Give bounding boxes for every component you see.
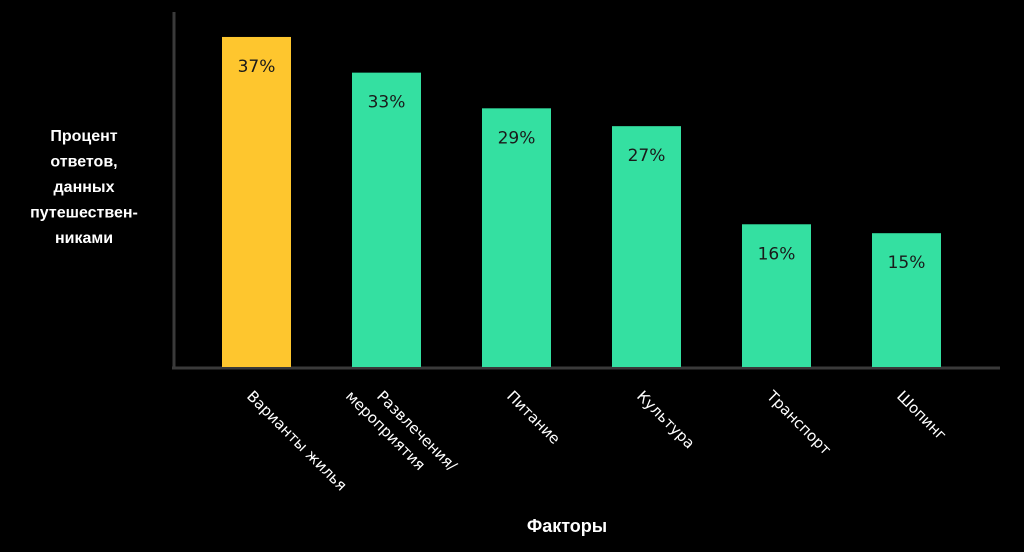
bar [222,36,291,368]
x-tick-label: Варианты жилья [243,387,350,494]
x-tick-label: Культура [633,387,698,452]
value-labels: 37% 33% 29% 27% 16% 15% [238,57,926,273]
bar-value-label: 16% [758,244,796,264]
y-axis-label-line: ответов, [50,154,117,171]
bar-value-label: 37% [238,57,276,77]
bar-value-label: 15% [888,253,926,273]
bars [222,36,941,368]
x-tick-label: Развлечения/мероприятия [342,372,461,491]
bar [352,72,421,367]
bar [482,108,551,367]
x-tick-label-line: Транспорт [762,386,834,458]
x-tick-label-line: Варианты жилья [243,387,350,494]
x-tick-label-line: Шопинг [893,387,950,444]
bar-value-label: 29% [498,128,536,148]
x-tick-label: Шопинг [893,387,950,444]
y-axis-label-line: путешествен- [30,205,138,222]
x-axis-label: Факторы [527,516,607,536]
x-tick-label-line: Питание [503,387,564,448]
y-axis-label-line: данных [54,179,115,196]
x-tick-label: Питание [503,387,564,448]
bar [612,126,681,367]
y-axis-label: Процент ответов, данных путешествен-никами [30,128,138,247]
x-tick-labels: Варианты жилья Развлечения/мероприятия Пит… [243,372,950,494]
y-axis-label-line: никами [55,230,113,247]
bar-value-label: 33% [368,93,406,113]
x-tick-label: Транспорт [762,386,834,458]
bar-value-label: 27% [628,146,666,166]
bar [742,224,811,367]
y-axis-label-line: Процент [50,128,117,145]
x-tick-label-line: Культура [633,387,698,452]
bar [872,233,941,367]
